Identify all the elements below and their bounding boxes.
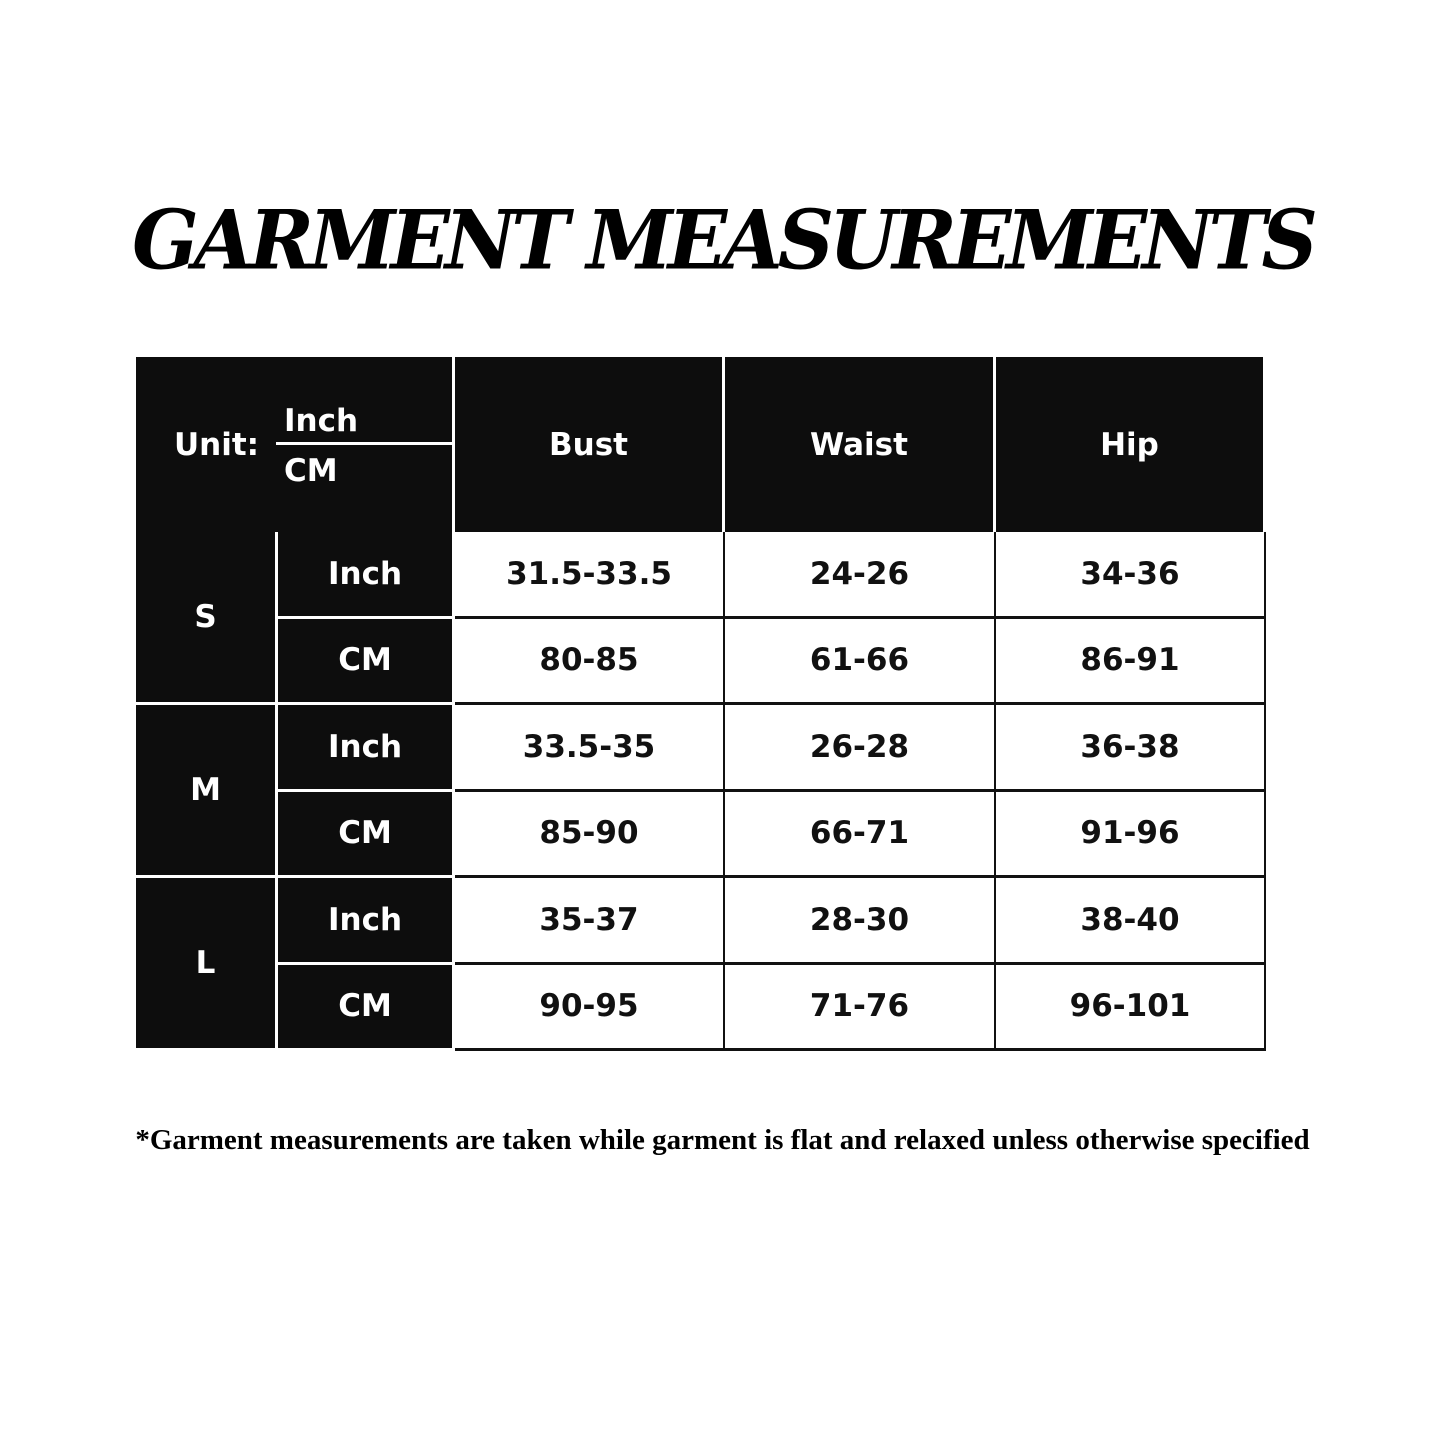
unit-cell: CM	[278, 618, 455, 705]
size-label-m: M	[136, 705, 278, 878]
measurement-cell: 31.5-33.5	[455, 532, 725, 619]
unit-cell: CM	[278, 791, 455, 878]
measurement-cell: 33.5-35	[455, 705, 725, 792]
unit-cell: CM	[278, 964, 455, 1051]
measurement-cell: 38-40	[996, 878, 1266, 965]
measurement-cell: 90-95	[455, 964, 725, 1051]
unit-cell: Inch	[278, 532, 455, 619]
measurement-cell: 91-96	[996, 791, 1266, 878]
column-header-2: Hip	[996, 357, 1266, 532]
measurement-cell: 26-28	[725, 705, 996, 792]
measurement-cell: 86-91	[996, 618, 1266, 705]
size-label-s: S	[136, 532, 278, 705]
page-title: GARMENT MEASUREMENTS	[132, 192, 1318, 289]
measurement-cell: 66-71	[725, 791, 996, 878]
column-header-0: Bust	[455, 357, 725, 532]
size-chart-table: Unit: Inch CM Bust Waist Hip S Inch 31.5-33.5…	[136, 357, 1268, 1051]
unit-cell: Inch	[278, 878, 455, 965]
measurement-cell: 34-36	[996, 532, 1266, 619]
unit-header-cell: Unit: Inch CM	[136, 357, 455, 532]
measurement-cell: 35-37	[455, 878, 725, 965]
unit-cell: Inch	[278, 705, 455, 792]
size-label-l: L	[136, 878, 278, 1051]
measurement-cell: 36-38	[996, 705, 1266, 792]
measurement-cell: 71-76	[725, 964, 996, 1051]
unit-inch-label: Inch	[284, 403, 359, 439]
measurement-cell: 24-26	[725, 532, 996, 619]
measurement-cell: 28-30	[725, 878, 996, 965]
unit-cm-label: CM	[284, 453, 338, 489]
measurement-cell: 85-90	[455, 791, 725, 878]
unit-label: Unit:	[174, 427, 260, 463]
measurement-cell: 61-66	[725, 618, 996, 705]
measurement-cell: 80-85	[455, 618, 725, 705]
unit-divider	[276, 442, 452, 445]
column-header-1: Waist	[725, 357, 996, 532]
footnote: *Garment measurements are taken while ga…	[135, 1124, 1310, 1156]
measurement-cell: 96-101	[996, 964, 1266, 1051]
